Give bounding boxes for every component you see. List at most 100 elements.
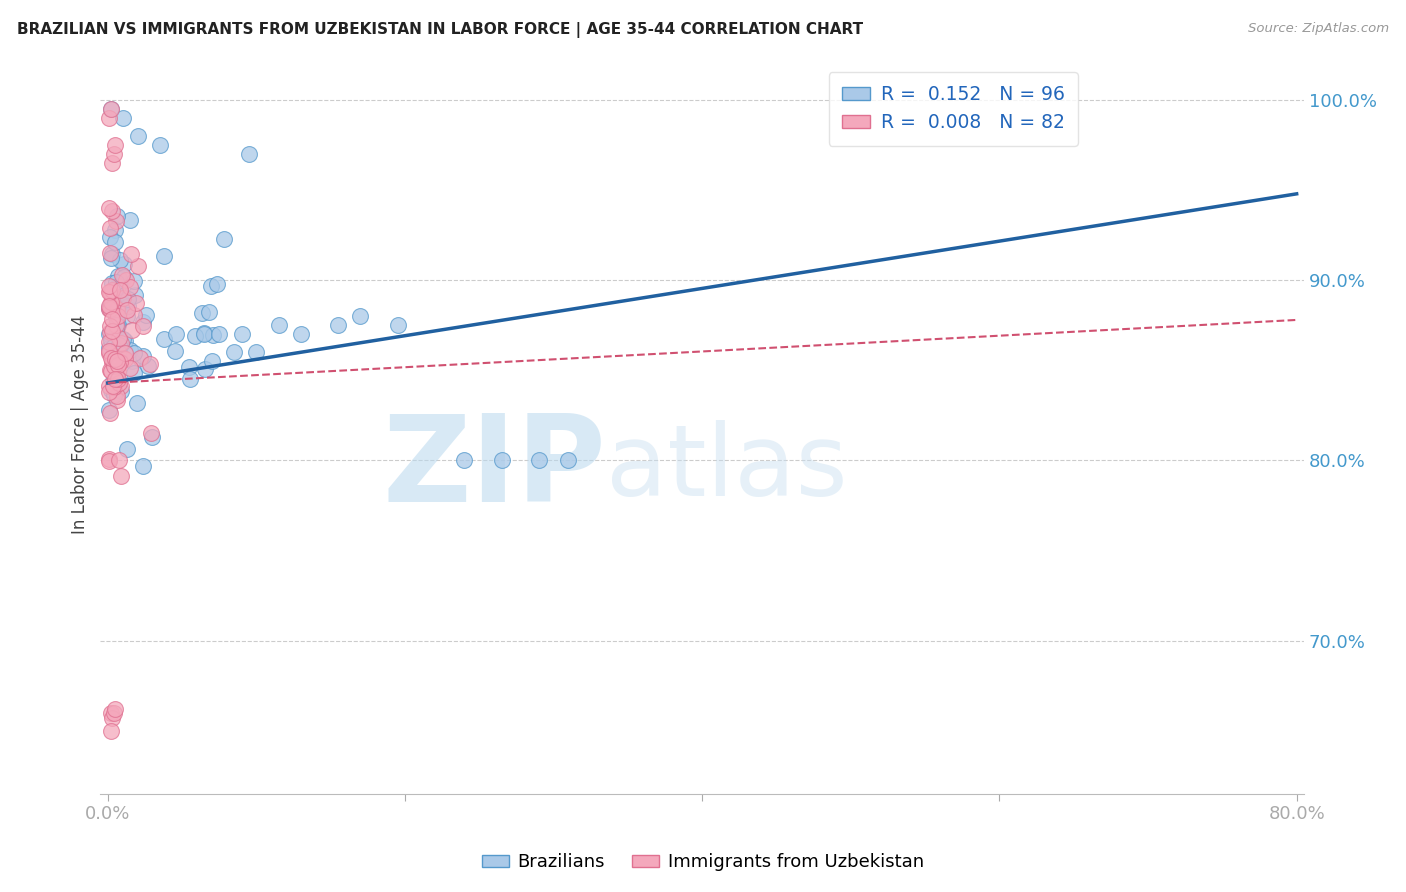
- Point: [149, 138, 172, 153]
- Point: [100, 333, 122, 347]
- Point: [104, 378, 127, 392]
- Point: [110, 379, 132, 393]
- Point: [100, 706, 122, 720]
- Point: [105, 304, 128, 318]
- Point: [108, 346, 131, 360]
- Point: [110, 384, 132, 399]
- Point: [98, 325, 121, 339]
- Point: [110, 252, 132, 267]
- Point: [208, 327, 231, 342]
- Point: [124, 308, 146, 322]
- Point: [179, 360, 201, 375]
- Point: [100, 245, 122, 260]
- Point: [108, 376, 131, 391]
- Point: [179, 372, 201, 386]
- Point: [98, 345, 121, 359]
- Point: [101, 354, 124, 368]
- Point: [100, 277, 122, 291]
- Point: [101, 711, 124, 725]
- Point: [101, 156, 124, 170]
- Point: [100, 351, 122, 365]
- Point: [290, 327, 312, 342]
- Point: [163, 343, 186, 358]
- Point: [98, 301, 121, 316]
- Y-axis label: In Labor Force | Age 35-44: In Labor Force | Age 35-44: [72, 315, 89, 534]
- Point: [100, 364, 122, 378]
- Point: [107, 318, 129, 333]
- Legend: Brazilians, Immigrants from Uzbekistan: Brazilians, Immigrants from Uzbekistan: [474, 847, 932, 879]
- Point: [98, 453, 121, 467]
- Point: [201, 327, 224, 342]
- Point: [127, 259, 149, 273]
- Point: [107, 278, 129, 293]
- Point: [101, 355, 124, 369]
- Point: [245, 345, 267, 359]
- Point: [107, 358, 129, 372]
- Point: [100, 295, 122, 310]
- Point: [100, 324, 122, 338]
- Point: [108, 283, 131, 297]
- Point: [101, 311, 124, 326]
- Point: [98, 278, 121, 293]
- Point: [122, 366, 145, 380]
- Point: [193, 327, 215, 342]
- Point: [132, 349, 155, 363]
- Point: [100, 295, 122, 310]
- Point: [121, 354, 143, 368]
- Point: [98, 403, 121, 417]
- Point: [120, 361, 142, 376]
- Point: [139, 425, 162, 440]
- Point: [104, 310, 127, 324]
- Point: [98, 285, 121, 300]
- Point: [98, 341, 121, 355]
- Point: [103, 379, 125, 393]
- Point: [387, 318, 409, 333]
- Point: [222, 345, 245, 359]
- Point: [104, 372, 127, 386]
- Point: [141, 430, 163, 444]
- Point: [100, 102, 122, 116]
- Point: [100, 203, 122, 218]
- Point: [166, 327, 188, 342]
- Point: [103, 388, 125, 402]
- Point: [201, 354, 224, 368]
- Point: [105, 376, 128, 390]
- Point: [105, 214, 128, 228]
- Point: [200, 279, 222, 293]
- Point: [326, 318, 349, 333]
- Point: [122, 346, 145, 360]
- Point: [104, 276, 127, 290]
- Point: [98, 319, 121, 334]
- Point: [108, 331, 131, 345]
- Point: [111, 332, 134, 346]
- Point: [110, 336, 132, 351]
- Point: [98, 230, 121, 244]
- Point: [115, 442, 138, 457]
- Point: [120, 279, 142, 293]
- Point: [103, 359, 125, 373]
- Point: [104, 352, 127, 367]
- Point: [98, 326, 121, 341]
- Text: ZIP: ZIP: [382, 410, 606, 527]
- Point: [138, 357, 160, 371]
- Point: [107, 309, 129, 323]
- Point: [98, 384, 121, 399]
- Point: [132, 458, 155, 473]
- Point: [105, 376, 128, 391]
- Point: [120, 213, 142, 227]
- Point: [128, 351, 150, 366]
- Point: [98, 220, 121, 235]
- Point: [104, 235, 127, 250]
- Point: [111, 111, 134, 125]
- Point: [112, 351, 135, 365]
- Point: [136, 359, 159, 374]
- Point: [105, 373, 128, 387]
- Point: [104, 222, 127, 236]
- Point: [110, 468, 132, 483]
- Point: [100, 285, 122, 299]
- Point: [114, 351, 136, 366]
- Point: [98, 334, 121, 349]
- Point: [122, 274, 145, 288]
- Point: [105, 354, 128, 368]
- Point: [98, 301, 121, 316]
